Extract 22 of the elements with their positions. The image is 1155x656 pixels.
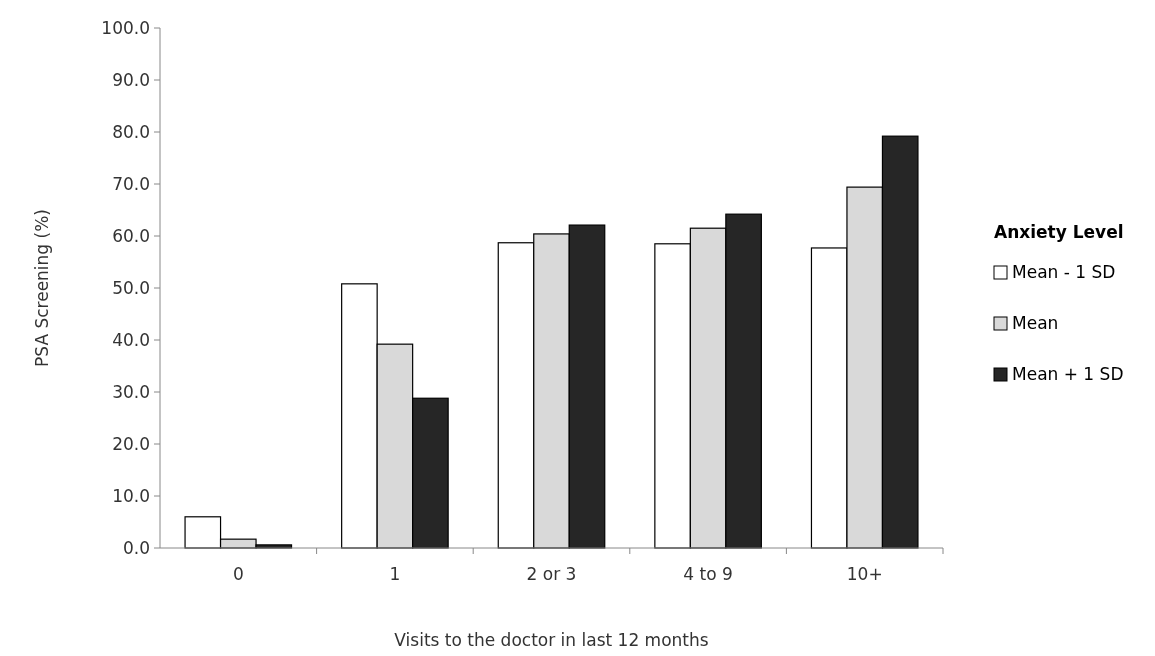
legend-label: Mean + 1 SD — [1012, 364, 1124, 384]
y-tick-label: 70.0 — [112, 173, 150, 194]
y-tick-label: 90.0 — [112, 69, 150, 90]
legend-label: Mean - 1 SD — [1012, 262, 1116, 282]
y-tick-label: 10.0 — [112, 485, 150, 506]
x-tick-label: 0 — [232, 564, 244, 584]
legend-title: Anxiety Level — [994, 222, 1124, 242]
y-axis-title: PSA Screening (%) — [32, 209, 52, 367]
y-tick-label: 30.0 — [112, 381, 150, 402]
x-tick-label: 2 or 3 — [526, 564, 577, 584]
y-tick-label: 0.0 — [122, 537, 150, 558]
y-tick-label: 100.0 — [101, 17, 150, 38]
legend-label: Mean — [1012, 313, 1059, 333]
x-tick-label: 1 — [389, 564, 401, 584]
y-tick-label: 40.0 — [112, 329, 150, 350]
x-tick-label: 10+ — [846, 564, 883, 584]
y-tick-label: 60.0 — [112, 225, 150, 246]
y-tick-label: 80.0 — [112, 121, 150, 142]
y-tick-label: 20.0 — [112, 433, 150, 454]
y-tick-label: 50.0 — [112, 277, 150, 298]
x-axis-title: Visits to the doctor in last 12 months — [394, 630, 709, 650]
x-tick-label: 4 to 9 — [683, 564, 733, 584]
